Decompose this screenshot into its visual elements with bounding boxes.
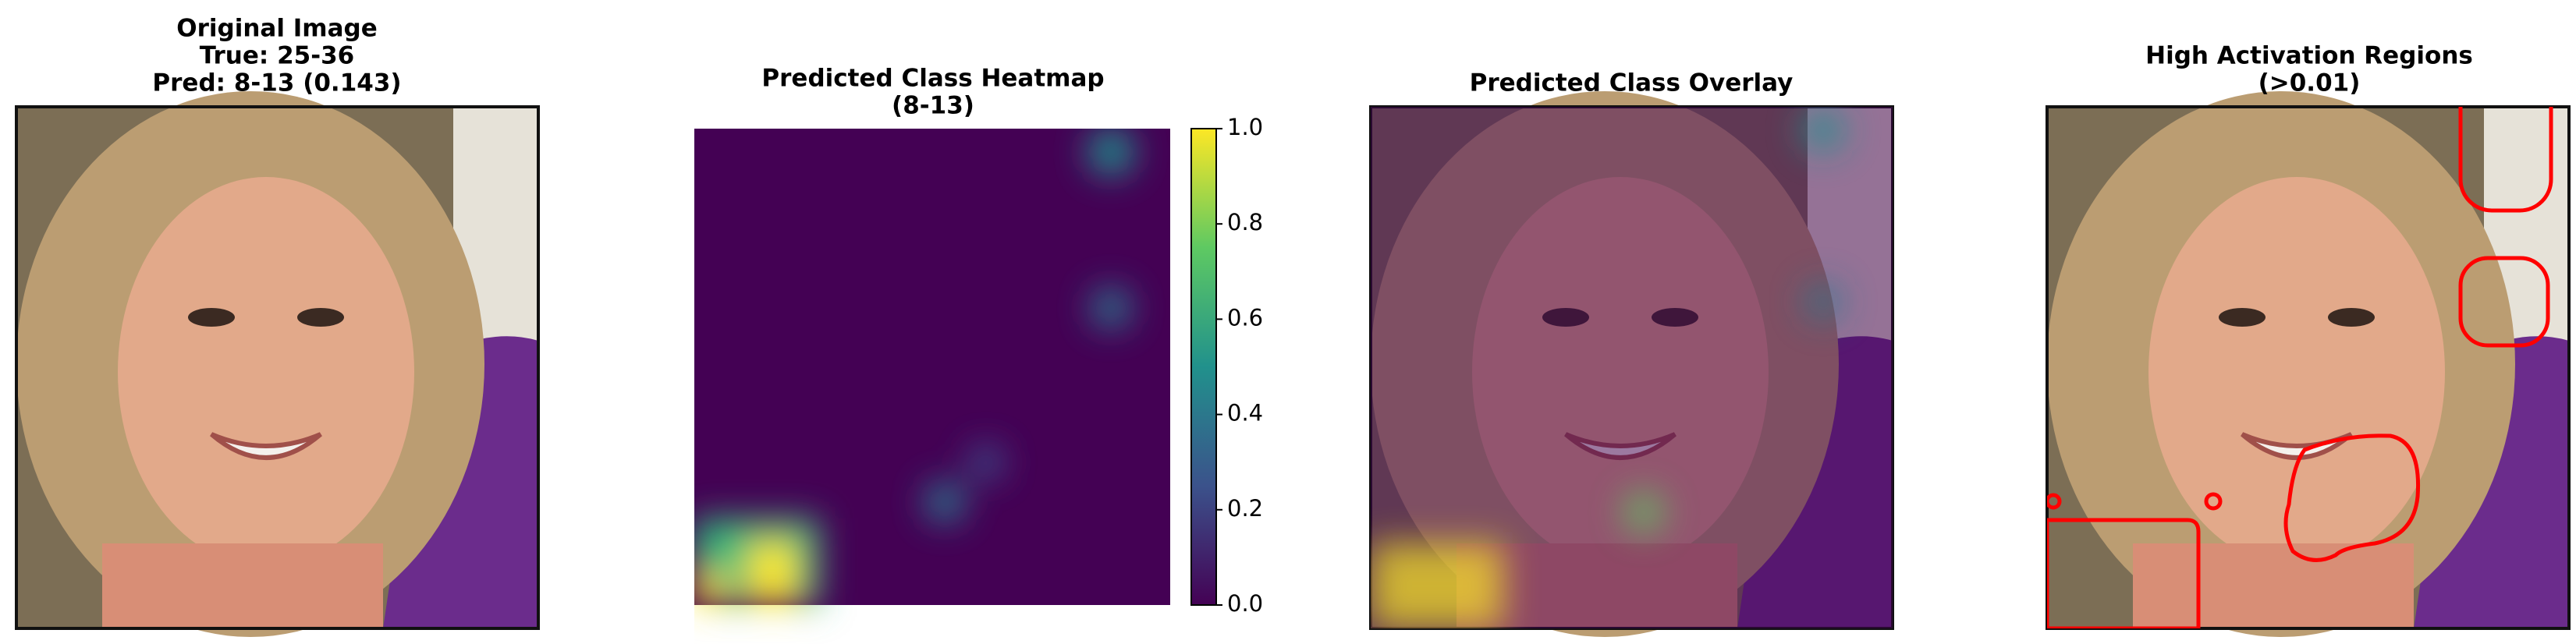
heatmap-blobs [694,129,1134,605]
overlay-tint [1371,107,1893,628]
panel-title: High Activation Regions [2145,42,2473,70]
photo [2047,91,2569,637]
original-image [16,91,538,637]
panel-title: Original Image [176,15,377,43]
colorbar-tick-label: 0.4 [1227,400,1263,426]
overlay-image [1371,91,1893,637]
colorbar-tick-label: 0.8 [1227,209,1263,235]
contours [2047,107,2553,628]
colorbar-tick-label: 0.0 [1227,590,1263,617]
colorbar-tick-label: 0.2 [1227,495,1263,522]
colorbar-tick-label: 0.6 [1227,304,1263,331]
colorbar-tick-label: 1.0 [1227,114,1263,140]
heatmap [694,129,1170,605]
colorbar [1190,128,1217,606]
panel-title: Predicted Class Overlay [1470,69,1794,97]
overlay-blobs [1371,107,1847,628]
panel-title: Pred: 8-13 (0.143) [152,69,401,97]
panel-title: True: 25-36 [200,42,354,70]
photo [16,91,538,637]
activation-image [2047,76,2569,637]
panel-title: Predicted Class Heatmap [761,65,1104,93]
panel-title: (>0.01) [2258,69,2361,97]
panel-title: (8-13) [892,92,974,120]
